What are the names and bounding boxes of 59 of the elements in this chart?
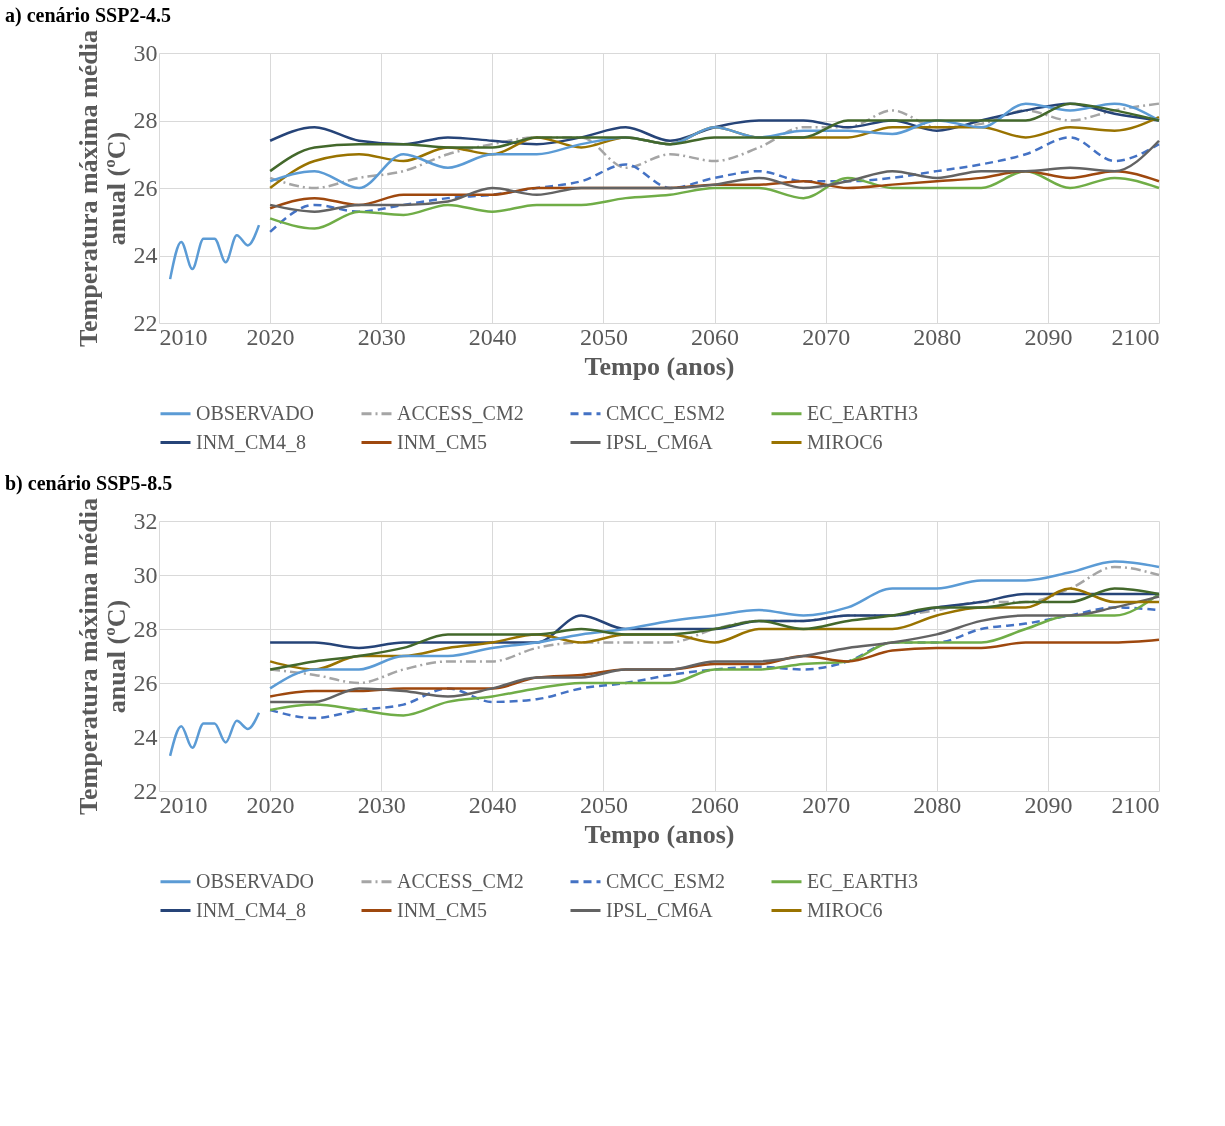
y-tick-label: 28 <box>133 615 158 642</box>
legend-label: EC_EARTH3 <box>807 869 919 892</box>
x-tick-label: 2100 <box>1111 323 1160 350</box>
y-tick-label: 32 <box>133 507 158 534</box>
legend-label: INM_CM4_8 <box>196 898 307 921</box>
y-tick-label: 24 <box>133 723 158 750</box>
y-tick-label: 22 <box>133 777 158 804</box>
line-series <box>168 223 261 281</box>
line-series <box>268 169 1161 230</box>
legend-label: IPSL_CM6A <box>606 898 714 921</box>
chart-title: a) cenário SSP2-4.5 <box>5 3 172 27</box>
legend-label: INM_CM5 <box>397 898 488 921</box>
x-axis-title: Tempo (anos) <box>584 351 735 381</box>
y-tick-label: 30 <box>133 561 158 588</box>
y-tick-label: 30 <box>133 39 158 66</box>
legend-label: ACCESS_CM2 <box>397 401 524 424</box>
legend-label: INM_CM5 <box>397 430 488 453</box>
x-tick-label: 2100 <box>1111 791 1160 818</box>
x-tick-label: 2070 <box>802 323 851 350</box>
x-tick-label: 2020 <box>246 791 295 818</box>
line-series <box>268 102 1161 173</box>
legend-label: ACCESS_CM2 <box>397 869 524 892</box>
y-axis-title: Temperatura máxima média anual (ºC) <box>73 498 131 815</box>
x-tick-label: 2060 <box>691 791 740 818</box>
y-tick-label: 24 <box>133 242 158 268</box>
x-tick-label: 2090 <box>1024 323 1073 350</box>
y-tick-label: 28 <box>133 107 158 133</box>
x-tick-label: 2080 <box>913 323 962 350</box>
x-tick-label: 2040 <box>468 791 517 818</box>
line-series <box>168 711 261 758</box>
legend-label: OBSERVADO <box>196 869 315 892</box>
legend-label: MIROC6 <box>807 898 883 921</box>
x-tick-label: 2050 <box>579 791 628 818</box>
y-tick-label: 22 <box>133 309 158 336</box>
y-tick-label: 26 <box>133 669 158 696</box>
legend-label: CMCC_ESM2 <box>606 401 725 424</box>
x-tick-label: 2080 <box>913 791 962 818</box>
x-tick-label: 2030 <box>357 323 406 350</box>
x-tick-label: 2020 <box>246 323 295 350</box>
legend-label: INM_CM4_8 <box>196 430 307 453</box>
x-tick-label: 2040 <box>468 323 517 350</box>
legend-label: EC_EARTH3 <box>807 401 919 424</box>
x-tick-label: 2060 <box>691 323 740 350</box>
x-tick-label: 2010 <box>159 791 208 818</box>
x-tick-label: 2070 <box>802 791 851 818</box>
y-axis-title: Temperatura máxima média anual (ºC) <box>73 30 131 347</box>
x-tick-label: 2090 <box>1024 791 1073 818</box>
x-axis-title: Tempo (anos) <box>584 819 735 849</box>
legend-label: MIROC6 <box>807 430 883 453</box>
legend-label: CMCC_ESM2 <box>606 869 725 892</box>
line-series <box>268 136 1161 234</box>
chart-title: b) cenário SSP5-8.5 <box>5 471 173 495</box>
x-tick-label: 2050 <box>579 323 628 350</box>
line-series <box>268 139 1161 213</box>
x-tick-label: 2010 <box>159 323 208 350</box>
y-tick-label: 26 <box>133 174 158 201</box>
x-tick-label: 2030 <box>357 791 406 818</box>
legend-label: OBSERVADO <box>196 401 315 424</box>
legend-label: IPSL_CM6A <box>606 430 714 453</box>
